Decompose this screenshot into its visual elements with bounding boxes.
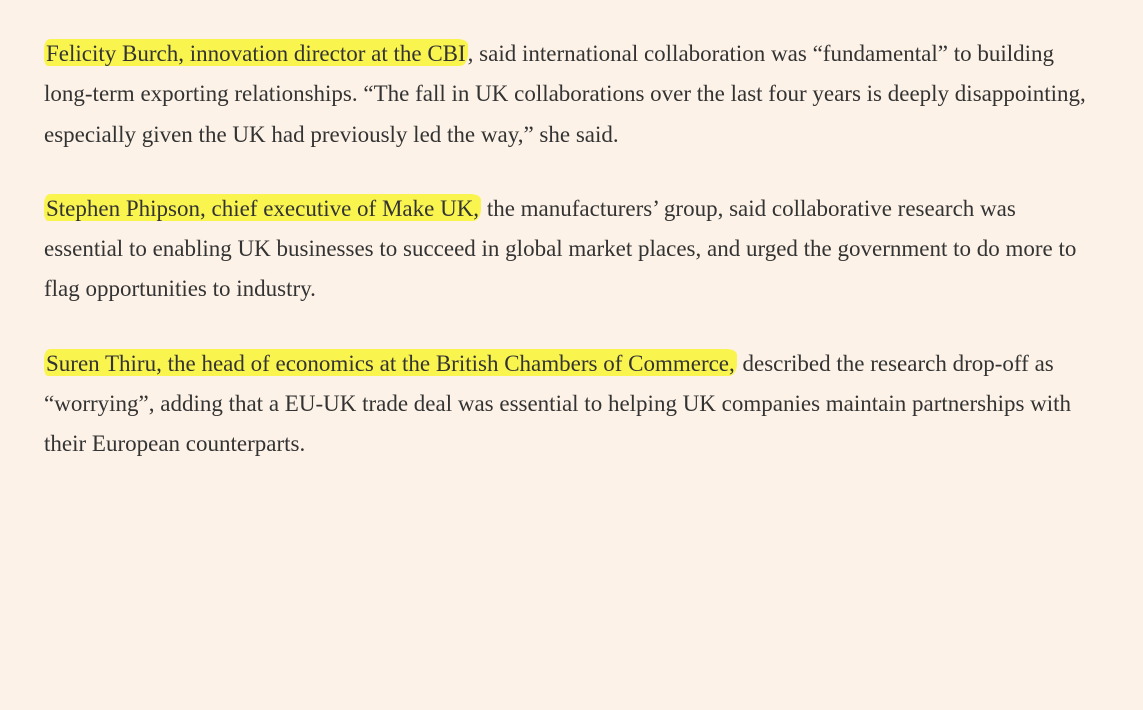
paragraph-1: Felicity Burch, innovation director at t… xyxy=(44,34,1099,155)
paragraph-2: Stephen Phipson, chief executive of Make… xyxy=(44,189,1099,310)
highlight-suren-thiru: Suren Thiru, the head of economics at th… xyxy=(44,349,737,376)
highlight-stephen-phipson: Stephen Phipson, chief executive of Make… xyxy=(44,194,481,221)
paragraph-3: Suren Thiru, the head of economics at th… xyxy=(44,344,1099,465)
article-body: Felicity Burch, innovation director at t… xyxy=(0,0,1143,528)
highlight-felicity-burch: Felicity Burch, innovation director at t… xyxy=(44,39,468,66)
